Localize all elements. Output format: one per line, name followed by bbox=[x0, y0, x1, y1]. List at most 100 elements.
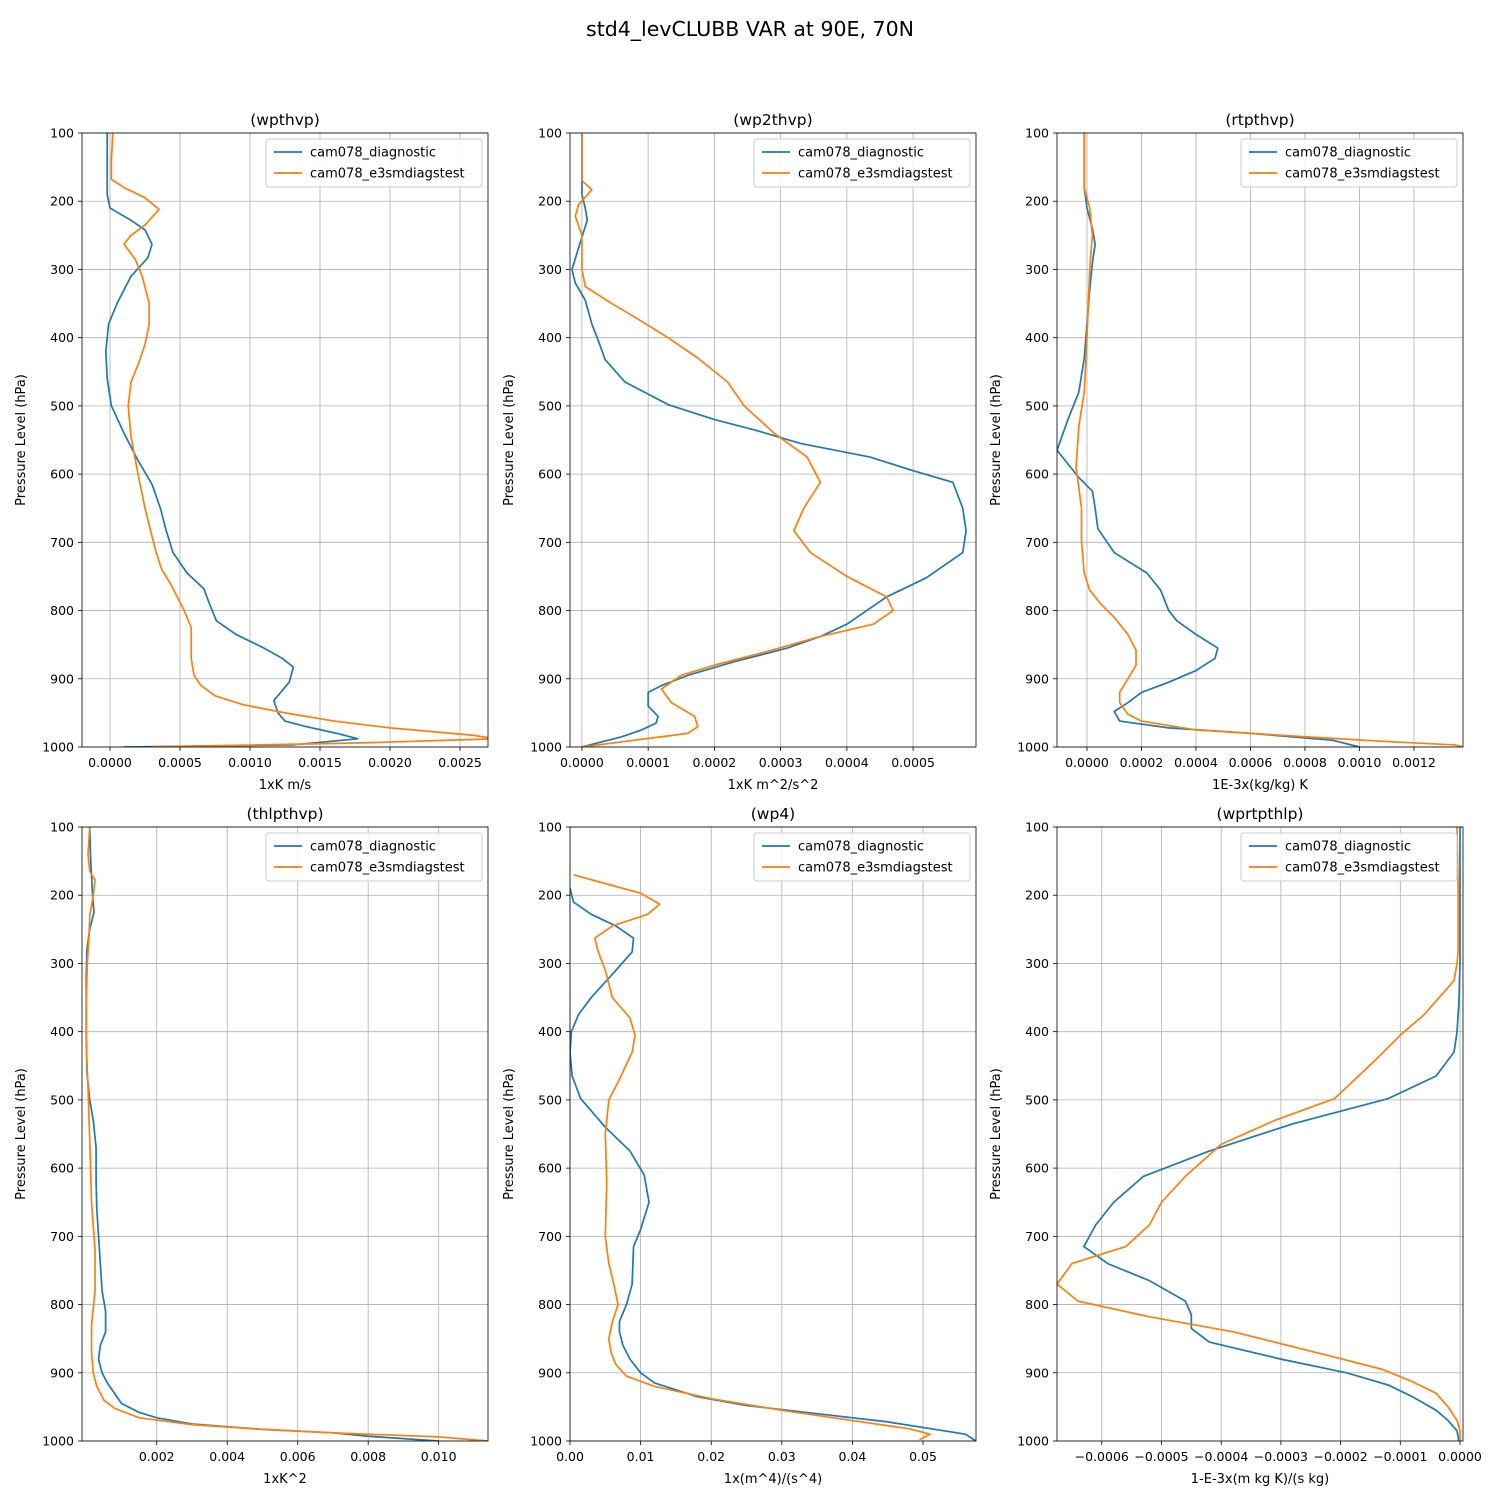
y-tick-label: 400 bbox=[1025, 1024, 1049, 1039]
y-tick-label: 200 bbox=[1025, 194, 1049, 209]
y-tick-label: 300 bbox=[538, 262, 562, 277]
x-tick-label: 0.0015 bbox=[298, 755, 342, 770]
x-tick-label: 0.0005 bbox=[158, 755, 202, 770]
series-line-cam078_e3smdiagstest bbox=[1057, 827, 1461, 1441]
axes-frame bbox=[81, 132, 489, 748]
chart-panel-5: 0.00 0.01 0.02 0.03 0.04 0.05 100 200 300 400 500 6… bbox=[502, 805, 977, 1487]
y-tick-label: 600 bbox=[1025, 467, 1049, 482]
legend: cam078_diagnostic cam078_e3smdiagstest bbox=[1240, 138, 1458, 188]
y-tick-label: 500 bbox=[538, 1092, 562, 1107]
y-tick-label: 200 bbox=[538, 194, 562, 209]
y-axis-label: Pressure Level (hPa) bbox=[502, 1068, 517, 1200]
y-tick-label: 700 bbox=[50, 535, 74, 550]
x-tick-label: 0.0005 bbox=[891, 755, 935, 770]
x-tick-label: −0.0003 bbox=[1254, 1449, 1308, 1464]
y-tick-label: 300 bbox=[50, 956, 74, 971]
chart-panel-3: 0.0000 0.0002 0.0004 0.0006 0.0008 0.0010 0.00… bbox=[989, 111, 1464, 793]
legend-entry-cam078_e3smdiagstest: cam078_e3smdiagstest bbox=[310, 861, 465, 876]
y-tick-label: 400 bbox=[538, 1024, 562, 1039]
y-tick-label: 100 bbox=[1025, 126, 1049, 141]
legend-entry-cam078_diagnostic: cam078_diagnostic bbox=[1285, 146, 1411, 161]
panel-title: (wp2thvp) bbox=[733, 111, 812, 129]
x-tick-label: 0.0012 bbox=[1392, 755, 1436, 770]
x-tick-label: 0.04 bbox=[839, 1449, 867, 1464]
axes-frame bbox=[569, 132, 977, 748]
x-tick-label: 0.05 bbox=[909, 1449, 937, 1464]
y-tick-label: 300 bbox=[538, 956, 562, 971]
x-tick-label: −0.0002 bbox=[1313, 1449, 1367, 1464]
x-axis-label: 1-E-3x(m kg K)/(s kg) bbox=[1191, 1472, 1329, 1487]
plot-area bbox=[570, 827, 976, 1441]
y-tick-label: 500 bbox=[50, 398, 74, 413]
chart-panel-2: 0.0000 0.0001 0.0002 0.0003 0.0004 0.0005 100 2… bbox=[502, 111, 977, 793]
series-line-cam078_e3smdiagstest bbox=[1075, 133, 1463, 747]
y-tick-label: 400 bbox=[50, 1024, 74, 1039]
series-line-cam078_e3smdiagstest bbox=[110, 133, 488, 747]
y-tick-label: 200 bbox=[1025, 888, 1049, 903]
y-tick-label: 200 bbox=[50, 888, 74, 903]
y-tick-label: 700 bbox=[538, 1229, 562, 1244]
x-tick-label: 0.010 bbox=[421, 1449, 457, 1464]
y-tick-label: 1000 bbox=[530, 1434, 562, 1449]
series-group bbox=[85, 827, 488, 1441]
y-tick-label: 900 bbox=[538, 1365, 562, 1380]
x-tick-label: 0.008 bbox=[350, 1449, 386, 1464]
legend: cam078_diagnostic cam078_e3smdiagstest bbox=[753, 832, 971, 882]
series-line-cam078_diagnostic bbox=[1083, 827, 1461, 1441]
legend-entry-cam078_e3smdiagstest: cam078_e3smdiagstest bbox=[798, 861, 953, 876]
legend-entry-cam078_diagnostic: cam078_diagnostic bbox=[310, 146, 436, 161]
panel-title: (wp4) bbox=[751, 805, 795, 823]
panel-title: (rtpthvp) bbox=[1225, 111, 1294, 129]
y-tick-label: 1000 bbox=[1017, 1434, 1049, 1449]
y-tick-label: 300 bbox=[1025, 262, 1049, 277]
legend: cam078_diagnostic cam078_e3smdiagstest bbox=[265, 138, 483, 188]
y-tick-label: 900 bbox=[50, 1365, 74, 1380]
plot-area bbox=[82, 133, 488, 747]
y-tick-label: 700 bbox=[1025, 535, 1049, 550]
series-group bbox=[571, 133, 967, 747]
panel-title: (wpthvp) bbox=[250, 111, 320, 129]
legend-entry-cam078_e3smdiagstest: cam078_e3smdiagstest bbox=[1285, 861, 1440, 876]
y-tick-label: 500 bbox=[1025, 398, 1049, 413]
x-tick-label: 0.02 bbox=[697, 1449, 725, 1464]
x-tick-label: 0.006 bbox=[280, 1449, 316, 1464]
x-tick-label: 0.0004 bbox=[825, 755, 869, 770]
x-tick-label: 0.0010 bbox=[1338, 755, 1382, 770]
y-axis-label: Pressure Level (hPa) bbox=[502, 374, 517, 506]
y-tick-label: 600 bbox=[50, 1161, 74, 1176]
series-line-cam078_e3smdiagstest bbox=[573, 873, 931, 1441]
axes-frame bbox=[1056, 826, 1464, 1442]
x-tick-label: 0.0003 bbox=[759, 755, 803, 770]
y-axis-label: Pressure Level (hPa) bbox=[14, 1068, 29, 1200]
series-line-cam078_diagnostic bbox=[1057, 133, 1360, 747]
y-tick-label: 800 bbox=[50, 603, 74, 618]
legend: cam078_diagnostic cam078_e3smdiagstest bbox=[753, 138, 971, 188]
y-tick-label: 900 bbox=[50, 671, 74, 686]
y-tick-label: 1000 bbox=[530, 740, 562, 755]
y-tick-label: 600 bbox=[1025, 1161, 1049, 1176]
y-tick-label: 800 bbox=[538, 1297, 562, 1312]
x-tick-label: −0.0001 bbox=[1373, 1449, 1427, 1464]
series-group bbox=[570, 873, 976, 1441]
x-axis-label: 1xK m/s bbox=[259, 778, 312, 793]
legend-entry-cam078_diagnostic: cam078_diagnostic bbox=[798, 146, 924, 161]
series-group bbox=[104, 133, 488, 747]
x-tick-label: 0.01 bbox=[627, 1449, 655, 1464]
x-tick-label: 0.0006 bbox=[1229, 755, 1273, 770]
x-tick-label: 0.03 bbox=[768, 1449, 796, 1464]
x-tick-label: −0.0005 bbox=[1134, 1449, 1188, 1464]
y-tick-label: 700 bbox=[538, 535, 562, 550]
legend-entry-cam078_diagnostic: cam078_diagnostic bbox=[310, 840, 436, 855]
y-tick-label: 1000 bbox=[42, 740, 74, 755]
y-tick-label: 300 bbox=[1025, 956, 1049, 971]
x-tick-label: 0.0010 bbox=[228, 755, 272, 770]
x-tick-label: 0.0000 bbox=[1438, 1449, 1482, 1464]
chart-panel-1: 0.0000 0.0005 0.0010 0.0015 0.0020 0.0025 100 2… bbox=[14, 111, 489, 793]
series-line-cam078_diagnostic bbox=[104, 133, 359, 747]
y-tick-label: 600 bbox=[538, 467, 562, 482]
legend-entry-cam078_diagnostic: cam078_diagnostic bbox=[1285, 840, 1411, 855]
x-tick-label: 0.0000 bbox=[88, 755, 132, 770]
legend: cam078_diagnostic cam078_e3smdiagstest bbox=[265, 832, 483, 882]
y-tick-label: 100 bbox=[538, 820, 562, 835]
y-tick-label: 900 bbox=[538, 671, 562, 686]
